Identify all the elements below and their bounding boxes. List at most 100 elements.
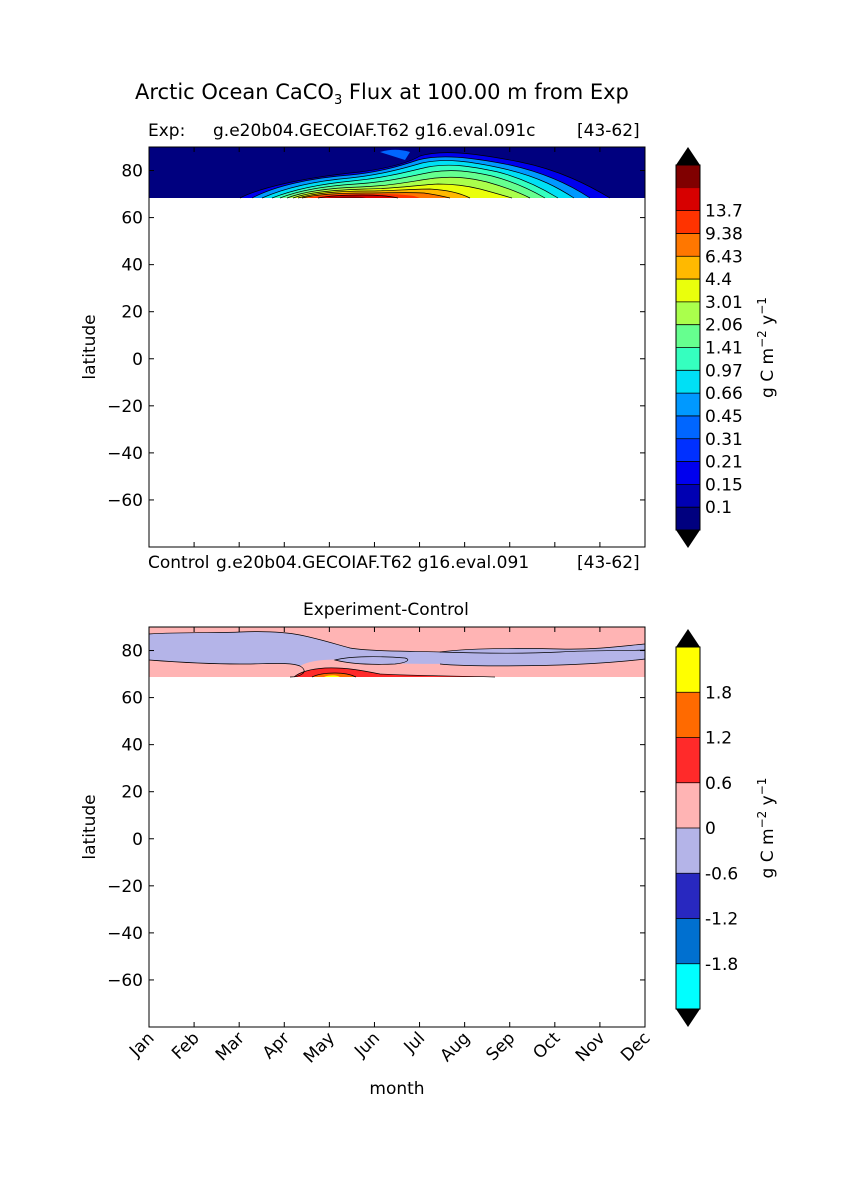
top-colorbar-label: 13.7: [705, 202, 743, 222]
top-colorbar-band: [676, 347, 700, 371]
bottom-xtick-label: Oct: [529, 1028, 564, 1063]
top-colorbar-label: 2.06: [705, 316, 743, 336]
top-colorbar-unit-exp: −2: [755, 330, 769, 348]
top-ytick-label: −60: [107, 491, 143, 511]
bottom-ytick-label: −60: [107, 971, 143, 991]
top-colorbar-unit: g C m−2 y−1: [755, 297, 778, 398]
bottom-colorbar-unit-mid: y: [758, 795, 778, 810]
top-colorbar-unit-exp2: −1: [755, 297, 769, 315]
top-colorbar-band: [676, 210, 700, 234]
figure-title-rest: Flux at 100.00 m from Exp: [342, 80, 629, 104]
top-contour-field: [149, 147, 645, 199]
top-colorbar-extend-min: [676, 530, 700, 548]
top-colorbar-band: [676, 370, 700, 394]
top-colorbar-band: [676, 256, 700, 280]
bottom-ytick-label: −40: [107, 924, 143, 944]
top-ylabel: latitude: [80, 314, 100, 379]
top-title-center: g.e20b04.GECOIAF.T62 g16.eval.091c: [213, 121, 536, 141]
top-colorbar-label: 0.66: [705, 384, 743, 404]
bottom-xtick-label: Apr: [259, 1028, 294, 1063]
top-colorbar-label: 1.41: [705, 339, 743, 359]
bottom-colorbar-band: [676, 828, 700, 874]
bottom-colorbar-band: [676, 647, 700, 693]
bottom-xtick-label: Sep: [482, 1028, 519, 1065]
bottom-xtick-label: Dec: [617, 1028, 654, 1065]
bottom-colorbar-unit-exp2: −1: [755, 778, 769, 796]
bottom-ytick-label: 60: [121, 689, 143, 709]
top-footer-center: g.e20b04.GECOIAF.T62 g16.eval.091: [216, 553, 530, 573]
bottom-xlabel: month: [369, 1079, 424, 1099]
bottom-colorbar-band: [676, 963, 700, 1010]
bottom-plot-frame: [148, 626, 646, 1028]
top-colorbar-band: [676, 279, 700, 303]
bottom-xtick-label: Jan: [125, 1028, 158, 1061]
bottom-ytick-label: −20: [107, 877, 143, 897]
bottom-colorbar-label: 0.6: [705, 774, 732, 794]
bottom-ytick-label: 40: [121, 736, 143, 756]
figure-title: Arctic Ocean CaCO3 Flux at 100.00 m from…: [135, 80, 629, 108]
top-title-right: [43-62]: [576, 121, 640, 141]
top-colorbar-band: [676, 301, 700, 325]
top-colorbar-label: 0.1: [705, 498, 732, 518]
top-colorbar-band: [676, 393, 700, 417]
top-title-left: Exp:: [148, 121, 186, 141]
bottom-contour-field: [149, 627, 645, 678]
top-ytick-label: −20: [107, 397, 143, 417]
top-colorbar-band: [676, 461, 700, 485]
top-colorbar-label: 0.21: [705, 453, 743, 473]
bottom-colorbar-label: -1.2: [705, 910, 738, 930]
bottom-colorbar-unit-base: g C m: [758, 828, 778, 878]
top-colorbar-band: [676, 233, 700, 257]
top-footer-left: Control: [148, 553, 210, 573]
top-colorbar-label: 0.31: [705, 430, 743, 450]
bottom-colorbar-band: [676, 692, 700, 738]
bottom-xtick-label: Aug: [437, 1028, 475, 1066]
bottom-colorbar-label: -0.6: [705, 864, 738, 884]
bottom-xtick-label: May: [300, 1028, 339, 1067]
bottom-colorbar-unit-exp: −2: [755, 811, 769, 829]
top-colorbar-label: 4.4: [705, 270, 732, 290]
bottom-colorbar-label: 0: [705, 819, 716, 839]
bottom-colorbar-band: [676, 918, 700, 965]
top-ytick-label: 40: [121, 256, 143, 276]
top-colorbar-extend-max: [676, 147, 700, 165]
top-colorbar-unit-mid: y: [758, 315, 778, 330]
top-ytick-label: −40: [107, 444, 143, 464]
top-ytick-label: 80: [121, 162, 143, 182]
bottom-title: Experiment-Control: [303, 600, 469, 620]
top-ytick-label: 0: [132, 350, 143, 370]
top-colorbar-label: 0.15: [705, 475, 743, 495]
top-colorbar-band: [676, 415, 700, 440]
bottom-ytick-label: 20: [121, 783, 143, 803]
bottom-colorbar-band: [676, 873, 700, 919]
bottom-xtick-label: Jul: [400, 1028, 429, 1057]
top-colorbar-band: [676, 324, 700, 348]
bottom-colorbar-label: -1.8: [705, 955, 738, 975]
top-colorbar-label: 9.38: [705, 224, 743, 244]
bottom-ytick-label: 80: [121, 642, 143, 662]
top-colorbar-unit-base: g C m: [758, 348, 778, 398]
bottom-colorbar-band: [676, 782, 700, 829]
bottom-colorbar-unit: g C m−2 y−1: [755, 778, 778, 879]
top-ytick-label: 60: [121, 209, 143, 229]
top-colorbar-label: 0.45: [705, 407, 743, 427]
bottom-xtick-label: Mar: [212, 1028, 249, 1065]
top-colorbar-band: [676, 165, 700, 189]
bottom-colorbar-extend-max: [676, 629, 700, 647]
top-colorbar-label: 3.01: [705, 293, 743, 313]
bottom-xtick-label: Feb: [168, 1028, 203, 1063]
top-colorbar-label: 0.97: [705, 361, 743, 381]
figure-title-subscript: 3: [333, 93, 343, 109]
top-colorbar-band: [676, 438, 700, 462]
bottom-ytick-label: 0: [132, 830, 143, 850]
bottom-colorbar-band: [676, 737, 700, 784]
top-footer-right: [43-62]: [576, 553, 640, 573]
top-colorbar-band: [676, 484, 700, 508]
bottom-colorbar-label: 1.2: [705, 729, 732, 749]
top-ytick-label: 20: [121, 303, 143, 323]
figure-title-main: Arctic Ocean CaCO: [135, 80, 334, 104]
top-colorbar-label: 6.43: [705, 247, 743, 267]
bottom-colorbar-label: 1.8: [705, 683, 732, 703]
bottom-colorbar-extend-min: [676, 1009, 700, 1027]
